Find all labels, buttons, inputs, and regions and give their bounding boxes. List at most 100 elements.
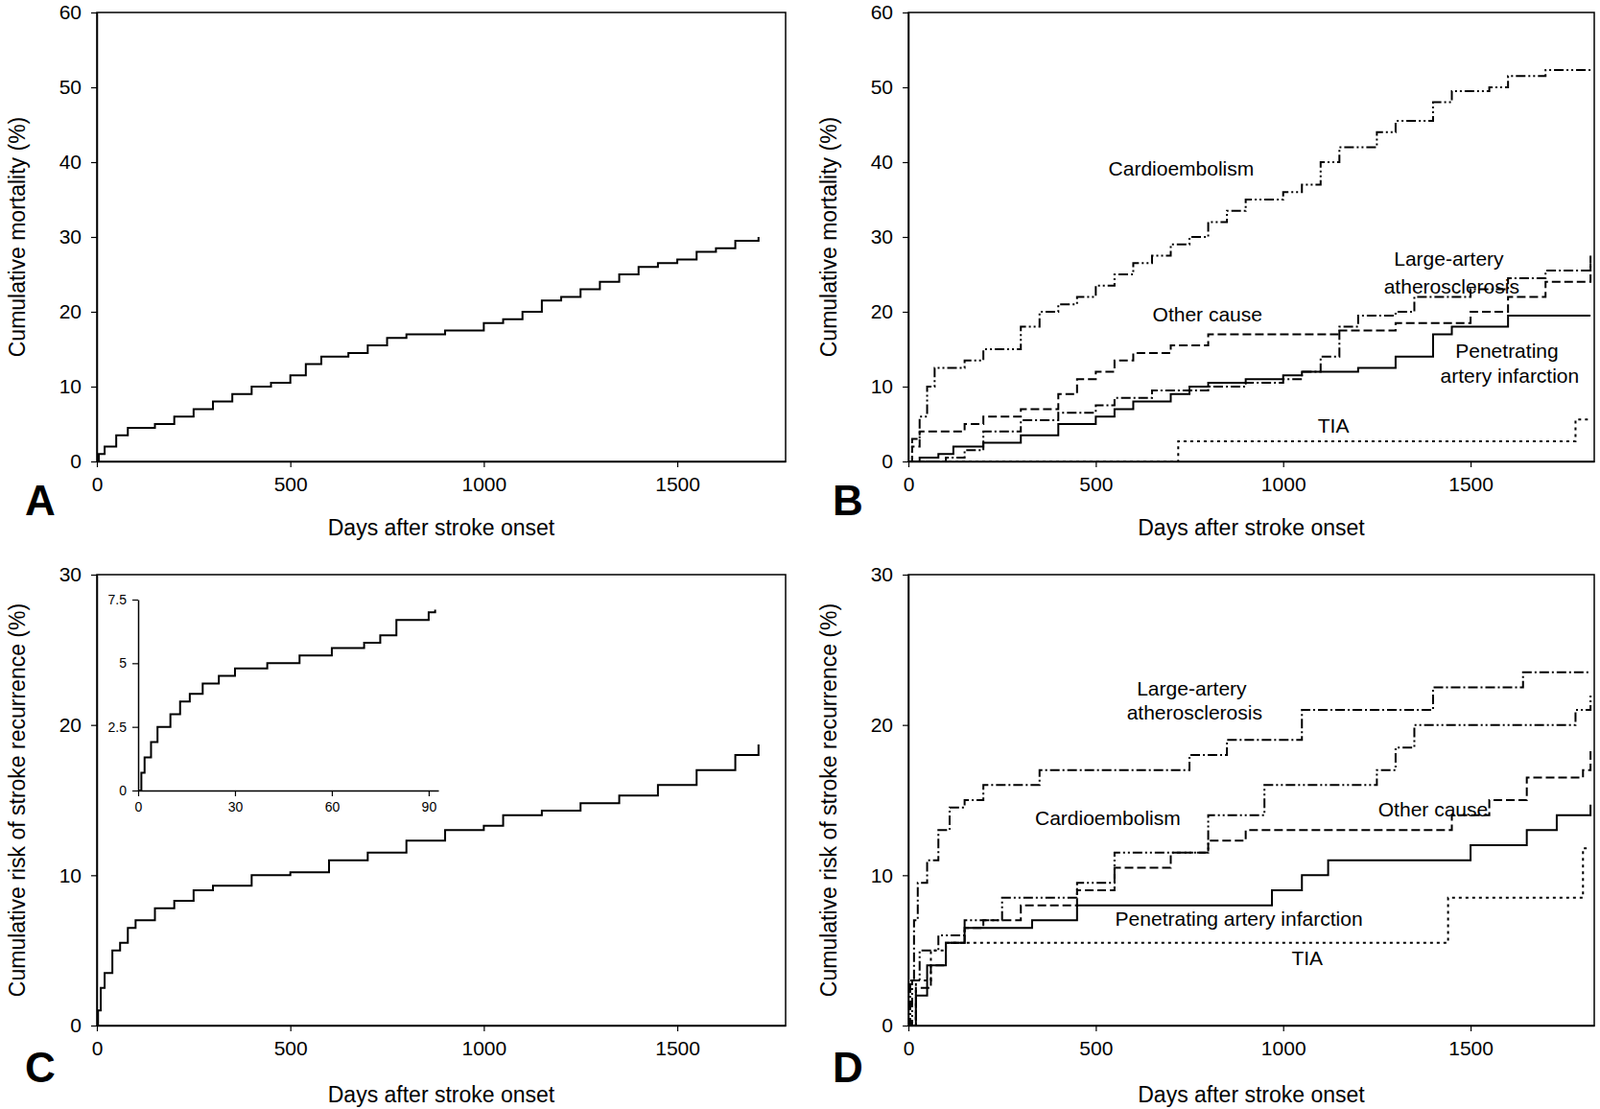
y-tick: 50 <box>59 75 97 98</box>
x-axis-line <box>97 1025 787 1028</box>
y-tick: 0 <box>881 449 909 472</box>
x-tick-label: 90 <box>422 799 438 815</box>
annotation-line: Cardioembolism <box>1108 157 1255 180</box>
x-tick-label: 1500 <box>1448 1036 1494 1059</box>
x-tick: 60 <box>325 790 341 815</box>
annotation-line: Large-artery <box>1393 247 1505 270</box>
y-tick-mark <box>91 1025 97 1027</box>
x-tick-label: 1500 <box>655 472 701 495</box>
series-line <box>908 750 1591 1026</box>
series-annotation: Other cause <box>1378 798 1488 821</box>
y-axis: 0102030 <box>59 563 98 1036</box>
y-tick-mark <box>902 162 909 164</box>
series-annotation: Penetrating artery infarction <box>1115 907 1364 930</box>
x-axis: 050010001500 <box>903 461 1596 495</box>
plot-frame <box>908 12 1595 462</box>
y-axis-title: Cumulative risk of stroke recurrence (%) <box>816 603 842 997</box>
plot-lines <box>908 70 1591 462</box>
x-axis: 0 30 60 90 <box>135 790 440 815</box>
y-axis-line <box>908 575 911 1027</box>
y-tick-label: 40 <box>870 150 894 173</box>
x-axis: 0 500 1000 1500 <box>903 1025 1596 1059</box>
x-tick-label: 30 <box>228 799 244 815</box>
x-tick-label: 0 <box>92 1036 104 1059</box>
y-tick-mark <box>902 461 909 463</box>
x-tick-label: 60 <box>325 799 341 815</box>
panel: 0 30 60 900 2.5 5 7.5 <box>108 591 440 815</box>
y-tick-mark <box>91 725 97 727</box>
series-line <box>908 694 1591 1026</box>
series-line <box>908 672 1591 1026</box>
panel: 0500100015000102030405060Days after stro… <box>816 0 1595 541</box>
y-tick-mark <box>902 386 909 388</box>
y-axis: 0102030405060 <box>870 0 910 472</box>
x-tick: 500 <box>1079 1025 1113 1059</box>
y-tick: 30 <box>59 225 97 248</box>
y-axis-title: Cumulative mortality (%) <box>816 117 842 358</box>
x-tick: 1500 <box>655 461 701 495</box>
x-tick-label: 1500 <box>1448 472 1494 495</box>
y-axis-line <box>96 575 99 1027</box>
series-annotation: Cardioembolism <box>1108 157 1255 180</box>
y-tick-label: 7.5 <box>108 591 128 608</box>
plot-lines <box>138 610 436 791</box>
x-tick-label: 0 <box>135 799 143 815</box>
y-axis-line <box>138 600 141 792</box>
y-tick-mark <box>902 236 909 238</box>
x-tick-label: 0 <box>903 1036 916 1059</box>
y-tick-label: 0 <box>881 1013 894 1036</box>
x-tick-mark <box>677 461 679 468</box>
y-tick: 20 <box>870 300 909 323</box>
chart-svg: 0500100015000102030405060Days after stro… <box>0 0 1600 1109</box>
y-tick-mark <box>902 874 909 876</box>
y-tick-mark <box>91 461 97 463</box>
y-tick-mark <box>902 574 909 576</box>
plot-frame <box>96 12 786 462</box>
y-tick-label: 20 <box>59 300 82 323</box>
x-axis-line <box>909 1025 1596 1028</box>
y-tick-label: 50 <box>59 75 82 98</box>
x-tick-mark <box>1283 1025 1285 1032</box>
y-tick: 5 <box>118 655 139 671</box>
plot-frame <box>908 574 1595 1026</box>
x-tick-label: 0 <box>92 472 104 495</box>
x-tick-label: 1000 <box>1261 472 1307 495</box>
y-tick: 2.5 <box>108 719 139 735</box>
y-tick-label: 30 <box>59 563 82 586</box>
y-tick-label: 10 <box>59 864 82 887</box>
x-tick-mark <box>677 1025 679 1032</box>
plot-lines <box>96 744 759 1026</box>
y-tick-label: 60 <box>59 0 82 24</box>
annotation-line: artery infarction <box>1435 364 1580 387</box>
x-tick: 1000 <box>462 461 508 495</box>
annotation-line: Large-artery <box>1136 677 1248 700</box>
y-axis: 0102030405060 <box>59 0 98 472</box>
y-tick: 10 <box>59 375 97 398</box>
y-tick-label: 5 <box>118 655 127 671</box>
y-tick: 7.5 <box>108 591 139 608</box>
y-tick-label: 10 <box>870 864 894 887</box>
y-tick-mark <box>91 311 97 313</box>
x-tick: 1500 <box>655 1025 701 1059</box>
x-tick: 1500 <box>1448 461 1494 495</box>
y-tick-label: 20 <box>59 713 82 736</box>
x-axis-line <box>97 461 787 464</box>
y-tick-mark <box>91 236 97 238</box>
y-tick-mark <box>132 727 139 729</box>
y-tick-label: 0 <box>881 449 894 472</box>
series-line <box>908 804 1591 1026</box>
series-annotation: Large-artery atherosclerosis <box>1378 247 1520 298</box>
y-tick-mark <box>902 1025 909 1027</box>
x-tick-label: 500 <box>274 472 308 495</box>
y-tick: 60 <box>870 0 909 24</box>
x-tick: 0 <box>135 790 143 815</box>
x-tick-mark <box>1470 1025 1472 1032</box>
x-tick-mark <box>96 461 98 468</box>
x-tick-mark <box>483 1025 485 1032</box>
series-line <box>908 262 1591 462</box>
y-tick-label: 0 <box>70 449 82 472</box>
y-tick-mark <box>902 12 909 14</box>
x-tick: 1000 <box>1261 1025 1307 1059</box>
x-tick: 30 <box>228 790 244 815</box>
series-annotation: Large-artery atherosclerosis <box>1121 677 1263 724</box>
